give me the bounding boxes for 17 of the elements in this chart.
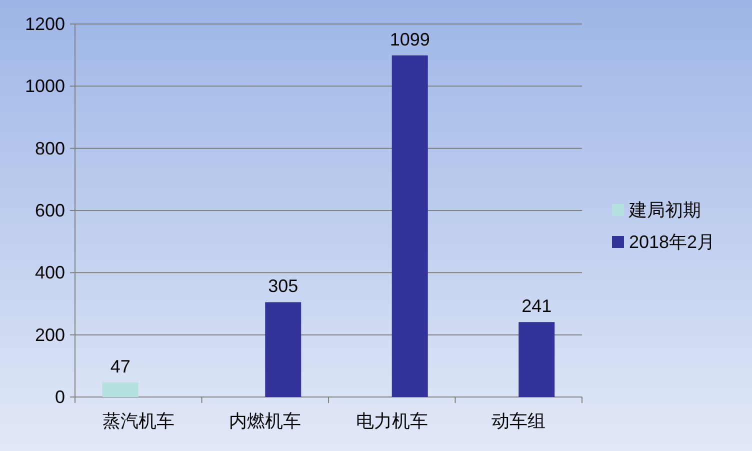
y-tick-label: 400 xyxy=(34,262,65,283)
y-tick-label: 800 xyxy=(34,138,65,158)
x-tick-label: 蒸汽机车 xyxy=(102,411,174,431)
y-tick-label: 1000 xyxy=(24,76,65,96)
y-tick-label: 600 xyxy=(34,200,65,220)
data-label: 305 xyxy=(268,276,298,296)
y-tick-label: 200 xyxy=(34,324,65,345)
x-tick-label: 内燃机车 xyxy=(229,411,302,431)
y-tick-label: 0 xyxy=(54,387,65,407)
data-label: 47 xyxy=(110,356,130,376)
x-tick-label: 电力机车 xyxy=(356,411,428,431)
legend-label: 建局初期 xyxy=(628,200,701,220)
data-label: 241 xyxy=(522,296,552,316)
data-label: 1099 xyxy=(390,29,430,50)
x-tick-label: 动车组 xyxy=(492,411,546,431)
legend-label: 2018年2月 xyxy=(629,232,716,252)
y-tick-label: 1200 xyxy=(24,14,65,34)
